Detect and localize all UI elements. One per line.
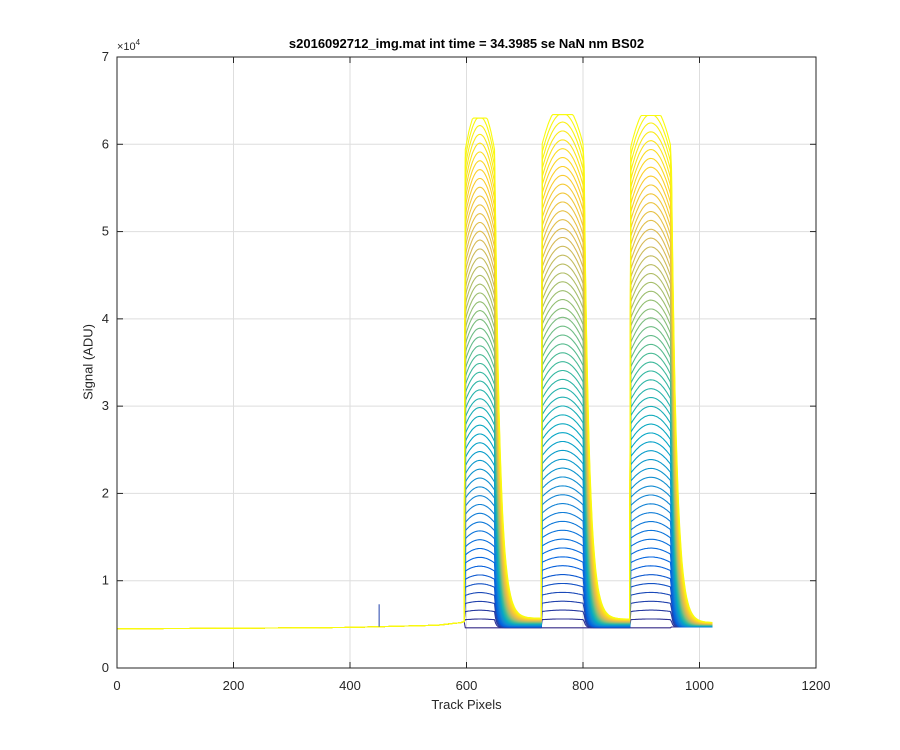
y-tick-label: 0 (102, 660, 109, 675)
x-tick-label: 200 (223, 678, 245, 693)
y-tick-label: 2 (102, 485, 109, 500)
x-axis-label: Track Pixels (431, 697, 502, 712)
x-tick-label: 0 (113, 678, 120, 693)
y-tick-label: 7 (102, 49, 109, 64)
y-tick-label: 1 (102, 573, 109, 588)
y-tick-label: 3 (102, 398, 109, 413)
x-tick-label: 400 (339, 678, 361, 693)
y-tick-label: 5 (102, 224, 109, 239)
x-tick-label: 800 (572, 678, 594, 693)
y-axis-label: Signal (ADU) (80, 324, 96, 400)
series-line (117, 114, 713, 630)
y-exponent-label: ×104 (117, 38, 141, 53)
x-tick-label: 600 (456, 678, 478, 693)
y-tick-label: 6 (102, 136, 109, 151)
x-tick-label: 1200 (802, 678, 831, 693)
chart-title: s2016092712_img.mat int time = 34.3985 s… (288, 36, 645, 51)
x-tick-label: 1000 (685, 678, 714, 693)
y-tick-label: 4 (102, 311, 109, 326)
